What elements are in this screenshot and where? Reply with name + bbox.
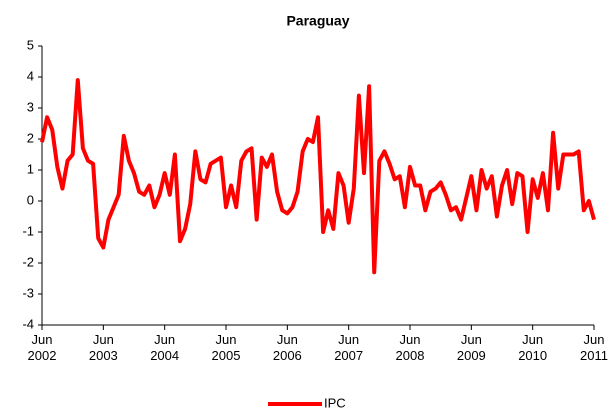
- y-tick-label: 5: [27, 37, 34, 52]
- chart-title: Paraguay: [286, 13, 349, 29]
- x-tick-label: Jun 2006: [272, 332, 302, 363]
- x-tick-label: Jun 2002: [27, 332, 57, 363]
- x-tick-label: Jun 2008: [395, 332, 425, 363]
- y-tick-label: 1: [27, 161, 34, 176]
- y-tick-label: -4: [22, 316, 34, 331]
- x-tick-label: Jun 2005: [211, 332, 241, 363]
- y-tick-label: 3: [27, 99, 34, 114]
- y-tick-label: -2: [22, 254, 34, 269]
- x-tick-label: Jun 2007: [334, 332, 364, 363]
- y-tick-label: 2: [27, 130, 34, 145]
- y-tick-label: 0: [27, 192, 34, 207]
- y-tick-label: -3: [22, 285, 34, 300]
- legend-label: IPC: [324, 395, 346, 410]
- x-tick-label: Jun 2003: [88, 332, 118, 363]
- x-tick-label: Jun 2010: [518, 332, 548, 363]
- y-tick-label: 4: [27, 68, 34, 83]
- y-tick-label: -1: [22, 223, 34, 238]
- x-tick-label: Jun 2004: [150, 332, 180, 363]
- x-tick-label: Jun 2011: [580, 332, 608, 363]
- series-line: [40, 78, 596, 275]
- x-tick-label: Jun 2009: [456, 332, 486, 363]
